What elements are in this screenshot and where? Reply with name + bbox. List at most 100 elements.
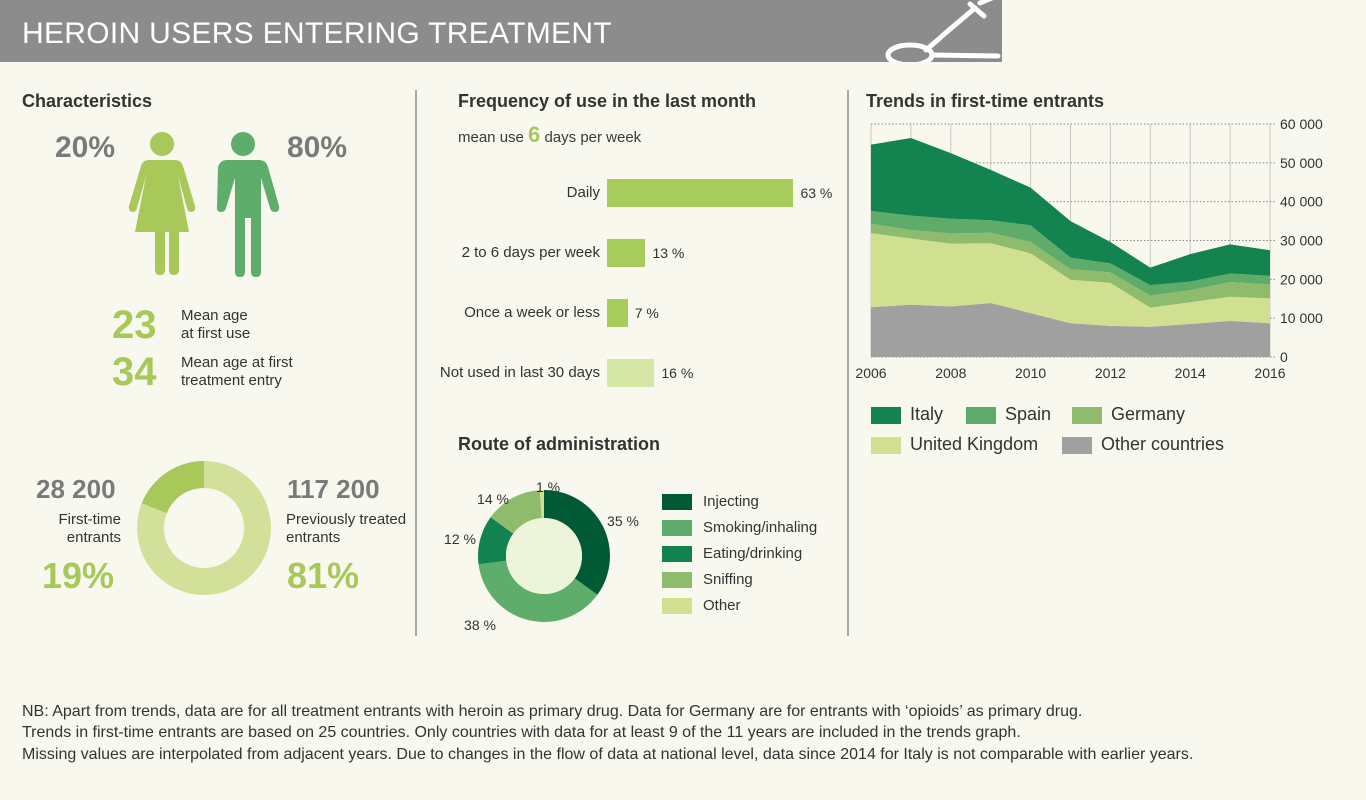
route-segment-other [539,490,544,519]
male-percent: 80% [287,131,348,164]
y-tick-label: 30 000 [1280,233,1323,249]
legend-label: Eating/drinking [703,545,803,562]
legend-label: Other countries [1101,434,1225,454]
route-segment-smoking-inhaling [478,560,598,622]
legend-swatch [1072,407,1102,424]
route-segment-sniffing [490,490,542,534]
bar-category-label: Not used in last 30 days [439,364,600,381]
y-tick-label: 50 000 [1280,155,1323,171]
legend-swatch [966,407,996,424]
legend-label: Smoking/inhaling [703,519,818,536]
divider [847,90,849,636]
bar-value-label: 7 % [634,305,659,321]
footnote: Trends in first-time entrants are based … [22,724,1021,741]
legend-label: Injecting [703,493,759,510]
bar-category-label: Once a week or less [464,304,600,321]
header-banner: HEROIN USERS ENTERING TREATMENT [0,0,1002,62]
divider [415,90,417,636]
female-percent: 20% [55,131,116,164]
frequency-bar [607,179,794,207]
legend-swatch [662,520,692,536]
legend-label: Sniffing [703,571,753,588]
legend-label: Spain [1005,404,1052,424]
legend-swatch [662,598,692,614]
mean-age-first-use-label: Mean age [181,307,248,324]
bar-value-label: 63 % [800,185,833,201]
frequency-bar [607,239,646,267]
frequency-bar [607,359,655,387]
x-tick-label: 2014 [1175,365,1206,381]
x-tick-label: 2006 [855,365,886,381]
syringe-spoon-icon [885,0,1001,62]
y-tick-label: 40 000 [1280,194,1323,210]
first-time-segment [141,461,204,514]
y-tick-label: 20 000 [1280,271,1323,287]
bar-value-label: 13 % [652,245,685,261]
x-tick-label: 2012 [1095,365,1126,381]
mean-use-value: 6 [528,122,541,147]
mean-age-treatment-label: treatment entry [181,372,282,389]
route-value-label: 1 % [536,479,560,495]
legend-swatch [662,572,692,588]
area-series-spain [871,210,1270,296]
previously-treated-segment [136,461,271,595]
entrants-donut [136,461,271,595]
area-series-other-countries [871,303,1270,357]
female-icon [128,132,196,275]
legend-label: United Kingdom [910,434,1039,454]
trends-title: Trends in first-time entrants [866,91,1105,111]
area-series-germany [871,223,1270,308]
first-time-label: First-time [58,511,122,528]
area-series-united-kingdom [871,233,1270,327]
legend-label: Other [703,597,741,614]
mean-age-first-use: 23 [112,303,157,347]
mean-age-treatment-label: Mean age at first [181,354,293,371]
mean-age-first-use-label: at first use [181,325,251,342]
legend-swatch [662,546,692,562]
legend-label: Italy [910,404,944,424]
legend-label: Germany [1111,404,1186,424]
legend-swatch [1062,437,1092,454]
first-time-percent: 19% [42,555,115,596]
legend-swatch [871,407,901,424]
frequency-bar [607,299,628,327]
bar-category-label: 2 to 6 days per week [461,244,600,261]
route-segment-injecting [544,490,610,595]
frequency-title: Frequency of use in the last month [458,91,757,111]
gender-figures [128,132,280,277]
route-value-label: 38 % [464,617,496,633]
first-time-count: 28 200 [36,474,116,504]
y-tick-label: 10 000 [1280,310,1323,326]
trends-area-chart: 0 10 000 20 000 30 000 40 000 50 000 60 000 200… [855,116,1323,381]
x-tick-label: 2008 [935,365,966,381]
route-value-label: 35 % [607,513,639,529]
bar-category-label: Daily [566,184,600,201]
previously-percent: 81% [287,555,360,596]
route-value-label: 14 % [477,491,509,507]
male-icon [216,132,280,277]
legend-swatch [871,437,901,454]
route-segment-eating-drinking [478,517,514,565]
area-series-italy [871,137,1270,286]
mean-use-text: mean use 6 days per week [458,122,641,148]
route-title: Route of administration [458,434,660,454]
mean-age-treatment: 34 [112,350,157,394]
previously-label: Previously treated [286,511,407,528]
previously-label: entrants [286,529,341,546]
mean-use-prefix: mean use [458,129,524,146]
bar-value-label: 16 % [661,365,694,381]
first-time-label: entrants [66,529,121,546]
donut-hole [506,518,582,594]
x-tick-label: 2010 [1015,365,1046,381]
previously-count: 117 200 [287,474,380,504]
route-value-label: 12 % [444,531,476,547]
y-tick-label: 0 [1280,349,1288,365]
footnote: Missing values are interpolated from adj… [22,746,1194,763]
legend-swatch [662,494,692,510]
page-title: HEROIN USERS ENTERING TREATMENT [22,17,612,50]
route-donut-chart: 35 % 38 % 12 % 14 % 1 % [444,479,639,633]
x-tick-label: 2016 [1254,365,1285,381]
mean-use-suffix: days per week [544,129,642,146]
y-tick-label: 60 000 [1280,116,1323,132]
footnote: NB: Apart from trends, data are for all … [22,703,1083,720]
